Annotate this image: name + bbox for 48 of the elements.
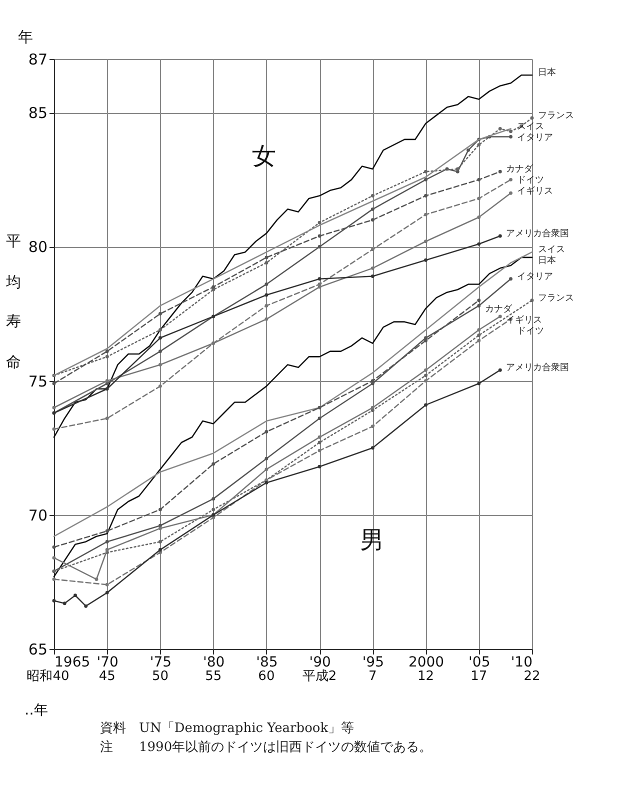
x-tick-label: '85 bbox=[256, 654, 278, 670]
text: 12 bbox=[418, 669, 434, 684]
x-tick-label: '75 bbox=[150, 654, 172, 670]
text: 資料 UN「Demographic Yearbook」等 bbox=[100, 720, 356, 738]
annotation: 男 bbox=[360, 526, 384, 554]
series-label: イタリア bbox=[516, 133, 553, 143]
text: 60 bbox=[258, 669, 275, 684]
y-axis-title: 平均寿命 bbox=[4, 222, 23, 382]
x-tick-label: '80 bbox=[202, 654, 225, 670]
y-tick-label: 75 bbox=[28, 372, 48, 390]
x-tick-label: '70 bbox=[96, 654, 118, 670]
text: 7 bbox=[368, 669, 377, 684]
y-tick-label: 87 bbox=[28, 50, 48, 68]
series-label: ドイツ bbox=[516, 326, 544, 336]
text: 昭和40 bbox=[26, 669, 70, 684]
series-label: スイス bbox=[538, 245, 565, 256]
x-tick-label: '90 bbox=[309, 654, 331, 670]
text: 22 bbox=[524, 669, 540, 684]
text: 45 bbox=[98, 669, 116, 684]
series-label: イタリア bbox=[516, 272, 553, 282]
series-label: カナダ bbox=[484, 303, 513, 314]
series-label: フランス bbox=[538, 111, 574, 121]
series-label: アメリカ合衆国 bbox=[506, 228, 570, 239]
series-label: イギリス bbox=[506, 314, 542, 326]
series-label: ドイツ bbox=[516, 176, 544, 186]
annotation: 女 bbox=[252, 142, 276, 170]
x-tick-label: 2000 bbox=[408, 654, 444, 670]
series-label: カナダ bbox=[506, 164, 534, 175]
series-label: フランス bbox=[538, 293, 574, 304]
x-axis-title: ‥年 bbox=[24, 702, 48, 718]
y-tick-label: 65 bbox=[28, 640, 48, 658]
text: 55 bbox=[205, 669, 222, 684]
series-label: 日本 bbox=[538, 255, 556, 266]
text: 注 1990年以前のドイツは旧西ドイツの数値である。 bbox=[100, 739, 434, 757]
x-tick-label: '10 bbox=[510, 654, 532, 670]
text: 50 bbox=[152, 669, 168, 684]
y-tick-label: 85 bbox=[28, 104, 48, 122]
x-tick-label: '05 bbox=[468, 654, 490, 670]
y-tick-label: 80 bbox=[28, 238, 48, 256]
series-label: アメリカ合衆国 bbox=[506, 362, 570, 374]
y-tick-label: 70 bbox=[28, 506, 48, 524]
series-label: 日本 bbox=[538, 67, 556, 78]
x-tick-label: 1965 bbox=[54, 654, 90, 670]
text: 17 bbox=[470, 669, 488, 684]
text: 平成2 bbox=[302, 669, 337, 684]
x-tick-label: '95 bbox=[362, 654, 384, 670]
series-label: イギリス bbox=[516, 186, 553, 197]
text: 年 bbox=[18, 28, 33, 46]
